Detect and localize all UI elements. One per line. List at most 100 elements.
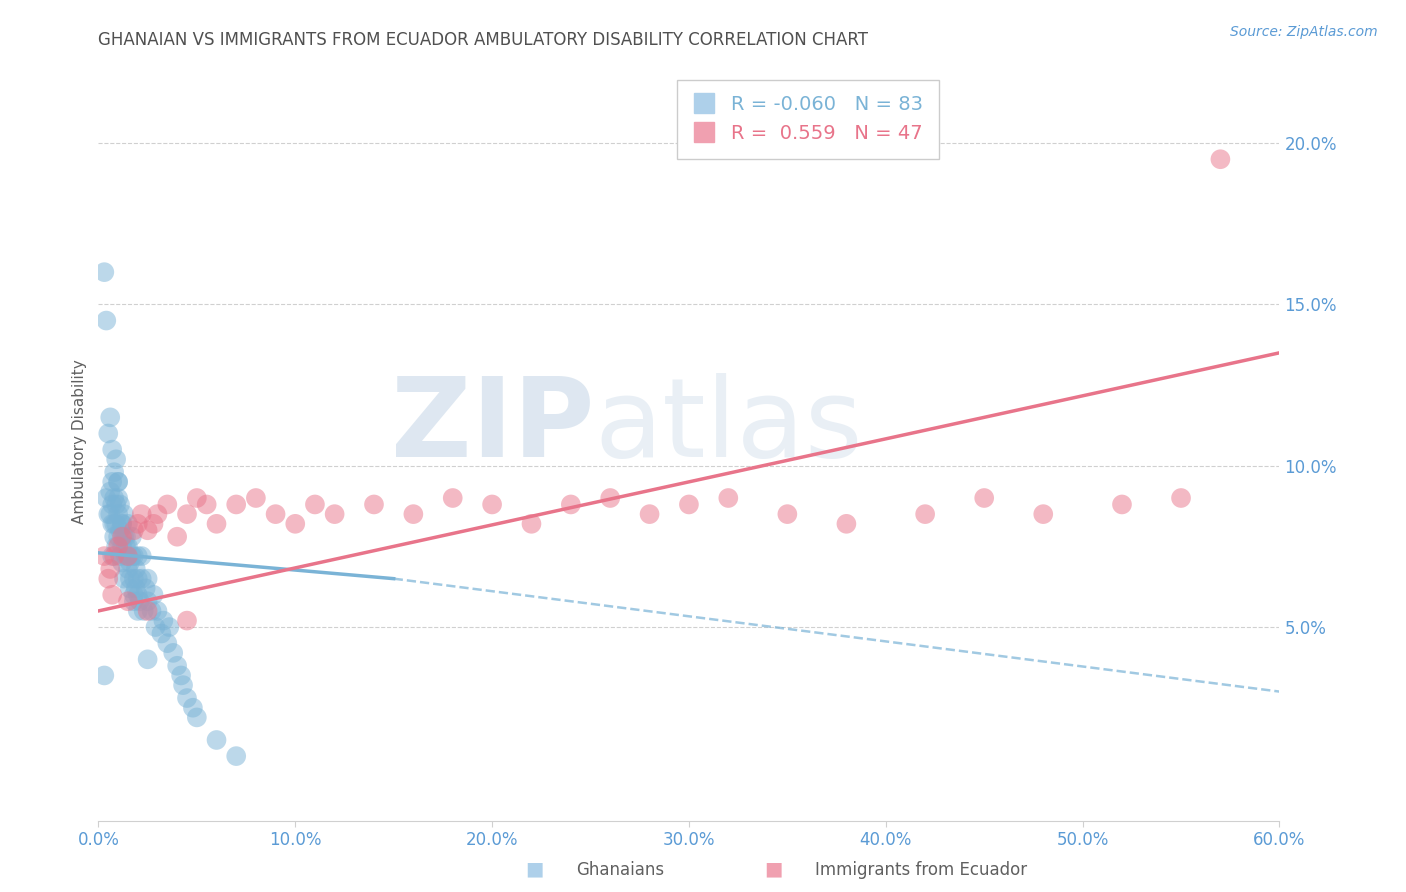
Point (181, 700, 204, 714)
Point (115, 549, 138, 563)
Point (117, 594, 139, 608)
Point (136, 572, 159, 586)
Point (402, 507, 425, 521)
Point (145, 620, 167, 634)
Point (142, 588, 165, 602)
Point (101, 498, 124, 512)
Point (127, 588, 149, 602)
Point (101, 588, 124, 602)
Point (118, 582, 141, 596)
Legend: R = -0.060   N = 83, R =  0.559   N = 47: R = -0.060 N = 83, R = 0.559 N = 47 (678, 79, 939, 159)
Point (363, 498, 385, 512)
Point (115, 540, 138, 554)
Point (97, 507, 120, 521)
Point (638, 507, 661, 521)
Point (122, 594, 145, 608)
Point (195, 498, 218, 512)
Point (186, 710, 208, 724)
Point (599, 491, 621, 505)
Point (776, 507, 799, 521)
Text: GHANAIAN VS IMMIGRANTS FROM ECUADOR AMBULATORY DISABILITY CORRELATION CHART: GHANAIAN VS IMMIGRANTS FROM ECUADOR AMBU… (98, 31, 869, 49)
Point (141, 604, 163, 618)
Point (97, 426, 120, 441)
Point (107, 507, 129, 521)
Point (107, 475, 129, 489)
Point (172, 678, 194, 692)
Point (93, 549, 115, 563)
Point (111, 556, 134, 570)
Point (678, 498, 700, 512)
Point (101, 442, 124, 457)
Point (108, 498, 131, 512)
Point (103, 516, 125, 531)
Point (105, 452, 128, 467)
Point (1032, 507, 1054, 521)
Point (205, 733, 228, 747)
Point (1111, 498, 1133, 512)
Text: Ghanaians: Ghanaians (576, 861, 665, 879)
Point (96, 313, 118, 327)
Text: Immigrants from Ecuador: Immigrants from Ecuador (815, 861, 1028, 879)
Point (96, 491, 118, 505)
Point (107, 491, 129, 505)
Point (111, 516, 134, 531)
Text: ■: ■ (763, 860, 783, 879)
Point (264, 507, 287, 521)
Point (136, 604, 159, 618)
Point (108, 549, 131, 563)
Point (481, 498, 503, 512)
Text: Source: ZipAtlas.com: Source: ZipAtlas.com (1230, 25, 1378, 39)
Point (131, 572, 153, 586)
Point (112, 572, 135, 586)
Point (97, 572, 120, 586)
Point (284, 516, 307, 531)
Point (103, 530, 125, 544)
Point (127, 572, 149, 586)
Point (1209, 153, 1232, 167)
Point (146, 604, 169, 618)
Point (93, 265, 115, 279)
Point (117, 549, 139, 563)
Point (118, 572, 141, 586)
Point (122, 572, 145, 586)
Point (101, 475, 124, 489)
Point (103, 491, 125, 505)
Point (152, 614, 174, 628)
Point (441, 491, 464, 505)
Point (117, 540, 139, 554)
Point (560, 498, 582, 512)
Point (973, 491, 995, 505)
Point (166, 530, 188, 544)
Point (135, 582, 157, 596)
Text: atlas: atlas (595, 373, 863, 480)
Point (914, 507, 936, 521)
Point (323, 507, 346, 521)
Point (108, 523, 131, 537)
Point (122, 523, 145, 537)
Point (128, 594, 150, 608)
Text: ■: ■ (524, 860, 544, 879)
Point (125, 582, 148, 596)
Point (105, 498, 128, 512)
Point (105, 516, 128, 531)
Point (127, 516, 149, 531)
Point (107, 475, 129, 489)
Y-axis label: Ambulatory Disability: Ambulatory Disability (72, 359, 87, 524)
Point (136, 523, 159, 537)
Point (131, 549, 153, 563)
Point (520, 516, 543, 531)
Point (125, 562, 148, 576)
Point (93, 668, 115, 682)
Point (186, 491, 208, 505)
Point (98, 562, 121, 576)
Point (136, 652, 159, 666)
Point (122, 588, 145, 602)
Point (111, 530, 134, 544)
Point (156, 498, 179, 512)
Point (170, 668, 193, 682)
Point (304, 498, 326, 512)
Point (111, 516, 134, 531)
Point (245, 491, 267, 505)
Point (103, 549, 125, 563)
Point (112, 507, 135, 521)
